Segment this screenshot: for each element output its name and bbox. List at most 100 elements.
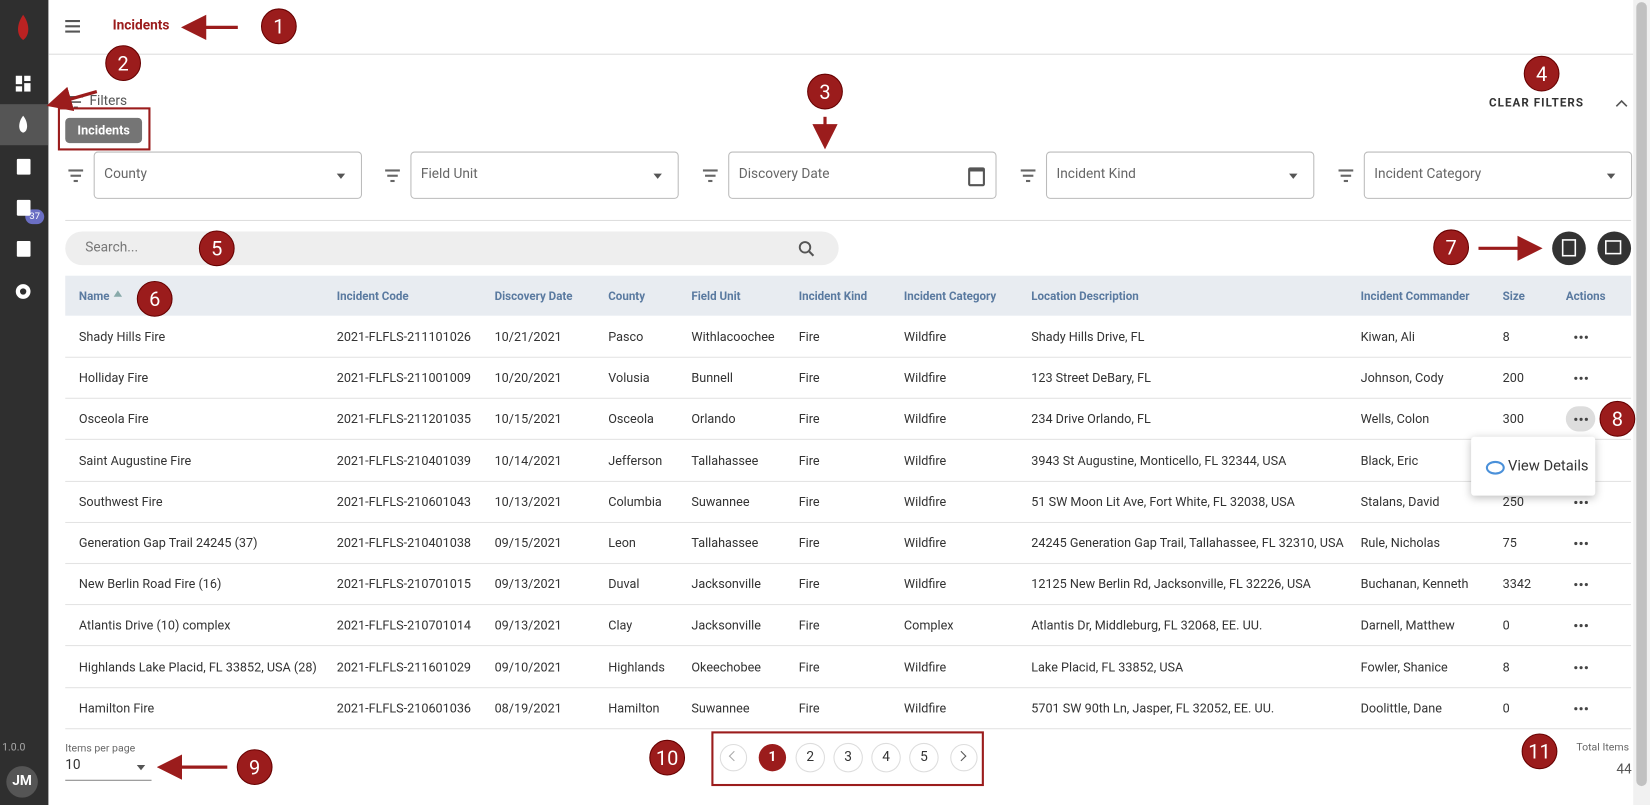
annotation-marker: 8 [1599, 401, 1635, 437]
table-cell: Southwest Fire [79, 494, 163, 509]
dot [1574, 542, 1577, 545]
filter-icon-line [390, 180, 394, 182]
dot [1574, 501, 1577, 504]
table-row-divider [65, 398, 1631, 399]
dot [1585, 624, 1588, 627]
page-button[interactable]: 3 [834, 744, 861, 771]
page-button[interactable]: 2 [797, 744, 824, 771]
dot [1574, 666, 1577, 669]
table-cell: Fire [799, 577, 820, 592]
dot [1580, 624, 1583, 627]
table-cell: Buchanan, Kenneth [1361, 577, 1469, 592]
annotation-marker: 9 [237, 749, 273, 785]
dot [1580, 583, 1583, 586]
dot [1574, 707, 1577, 710]
table-cell: 10/13/2021 [495, 494, 562, 509]
column-header: Incident Commander [1361, 289, 1470, 304]
row-action[interactable] [1566, 407, 1595, 432]
dropdown-arrow [337, 174, 345, 179]
search-icon[interactable] [800, 242, 811, 253]
table-cell: 2021-FLFLS-211101026 [337, 329, 471, 344]
table-cell: Wildfire [904, 412, 946, 427]
row-action[interactable] [1566, 572, 1595, 597]
table-cell: 200 [1503, 371, 1524, 386]
dot [1585, 707, 1588, 710]
table-cell: 10/15/2021 [495, 412, 562, 427]
filter-field-label[interactable]: County [104, 167, 147, 182]
dot [1585, 418, 1588, 421]
table-cell: New Berlin Road Fire (16) [79, 577, 221, 592]
filter-icon-line [68, 169, 83, 171]
dot [1574, 336, 1577, 339]
row-action[interactable] [1566, 695, 1595, 720]
table-cell: 2021-FLFLS-210401038 [337, 536, 471, 551]
table-cell: Fowler, Shanice [1361, 659, 1448, 674]
table-cell: Fire [799, 536, 820, 551]
table-cell: Wells, Colon [1361, 412, 1430, 427]
table-cell: Saint Augustine Fire [79, 453, 191, 468]
table-cell: Holliday Fire [79, 371, 148, 386]
table-cell: 2021-FLFLS-210701014 [337, 618, 471, 633]
table-cell: Highlands Lake Placid, FL 33852, USA (28… [79, 659, 317, 674]
table-cell: 8 [1503, 329, 1510, 344]
dropdown-arrow [1289, 174, 1297, 179]
table-cell: 5701 SW 90th Ln, Jasper, FL 32052, EE. U… [1031, 701, 1274, 716]
filter-field-label[interactable]: Discovery Date [739, 167, 830, 182]
filter-icon-line [1344, 180, 1348, 182]
column-header: Discovery Date [495, 289, 573, 304]
table-cell: Lake Placid, FL 33852, USA [1031, 659, 1183, 674]
table-cell: Fire [799, 618, 820, 633]
row-action[interactable] [1566, 613, 1595, 638]
column-header: Incident Code [337, 289, 409, 304]
page-button[interactable]: 1 [759, 744, 786, 771]
column-header: Incident Category [904, 289, 996, 304]
columns-button[interactable] [1597, 232, 1631, 266]
export-button[interactable] [1552, 232, 1586, 266]
row-action[interactable] [1566, 365, 1595, 390]
page-button[interactable]: 5 [910, 744, 937, 771]
table-cell: Wildfire [904, 329, 946, 344]
table-cell: Suwannee [691, 701, 749, 716]
filter-field-label[interactable]: Incident Kind [1057, 167, 1136, 182]
dot [1580, 542, 1583, 545]
row-action[interactable] [1566, 654, 1595, 679]
sidebar-icons [16, 76, 31, 299]
table-cell: 51 SW Moon Lit Ave, Fort White, FL 32038… [1031, 494, 1295, 509]
table-cell: Leon [608, 536, 636, 551]
table-cell: 250 [1503, 494, 1524, 509]
column-header: Location Description [1031, 289, 1138, 304]
table-cell: 3943 St Augustine, Monticello, FL 32344,… [1031, 453, 1286, 468]
table-cell: 234 Drive Orlando, FL [1031, 412, 1151, 427]
filter-field-label[interactable]: Incident Category [1374, 167, 1481, 182]
filter-icon-line [708, 180, 712, 182]
sort-icon [114, 290, 122, 296]
menu-icon[interactable] [65, 21, 80, 32]
table-cell: 2021-FLFLS-211001009 [337, 371, 471, 386]
table-cell: Jefferson [608, 453, 662, 468]
column-header: County [608, 289, 645, 304]
table-row-divider [65, 480, 1631, 481]
table-cell: Wildfire [904, 536, 946, 551]
page-button[interactable]: 4 [872, 744, 899, 771]
dot [1580, 336, 1583, 339]
table-cell: Atlantis Drive (10) complex [79, 618, 231, 633]
table-cell: Suwannee [691, 494, 749, 509]
table-cell: Wildfire [904, 701, 946, 716]
table-cell: 75 [1503, 536, 1517, 551]
table-cell: 09/10/2021 [495, 659, 562, 674]
menu-item[interactable]: View Details [1508, 459, 1589, 474]
search-icon-handle [809, 251, 813, 255]
table-cell: 08/19/2021 [495, 701, 562, 716]
menu-eye-icon[interactable] [1486, 461, 1505, 475]
row-action[interactable] [1566, 530, 1595, 555]
collapse-icon[interactable] [1616, 101, 1627, 106]
table-cell: Duval [608, 577, 639, 592]
filter-icon-line [385, 169, 400, 171]
filter-icon-line [1021, 169, 1036, 171]
table-cell: Generation Gap Trail 24245 (37) [79, 536, 258, 551]
row-action[interactable] [1566, 324, 1595, 349]
filter-icon-line [1026, 180, 1030, 182]
table-cell: Wildfire [904, 577, 946, 592]
filter-field-label[interactable]: Field Unit [421, 167, 478, 182]
